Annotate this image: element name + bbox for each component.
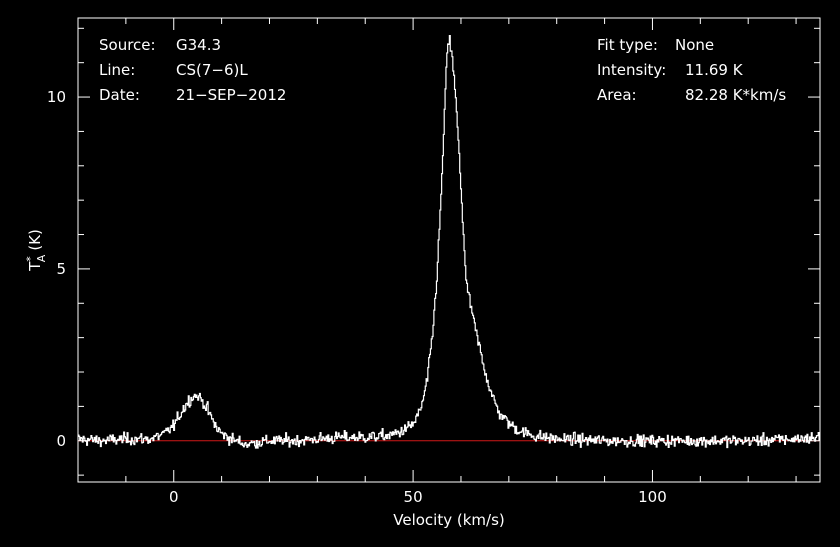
intensity-value: 11.69 K (685, 61, 744, 79)
fit-type-label: Fit type: (597, 36, 658, 54)
x-tick-label: 0 (169, 488, 179, 506)
x-tick-label: 50 (404, 488, 423, 506)
fit-type-value: None (675, 36, 714, 54)
intensity-label: Intensity: (597, 61, 666, 79)
svg-text:T*A(K): T*A (K) (24, 229, 48, 272)
y-axis-label: T*A (K) (24, 229, 48, 272)
area-value: 82.28 K*km/s (685, 86, 786, 104)
y-axis-label-star: * (24, 256, 37, 262)
area-label: Area: (597, 86, 637, 104)
y-axis-label-t: T (26, 261, 44, 272)
line-label: Line: (99, 61, 135, 79)
line-value: CS(7−6)L (176, 61, 248, 79)
y-axis-label-unit: (K) (26, 229, 44, 251)
x-axis-label: Velocity (km/s) (393, 511, 504, 529)
y-axis-label-sub: A (35, 254, 48, 262)
date-value: 21−SEP−2012 (176, 86, 286, 104)
axis-ticks: 0 50 100 0 5 10 (47, 18, 820, 506)
y-tick-label: 5 (56, 260, 66, 278)
spectrum-line (78, 34, 821, 449)
x-tick-label: 100 (638, 488, 667, 506)
plot-frame (77, 17, 821, 483)
source-label: Source: (99, 36, 156, 54)
source-value: G34.3 (176, 36, 221, 54)
date-label: Date: (99, 86, 140, 104)
y-tick-label: 0 (56, 432, 66, 450)
y-tick-label: 10 (47, 88, 66, 106)
